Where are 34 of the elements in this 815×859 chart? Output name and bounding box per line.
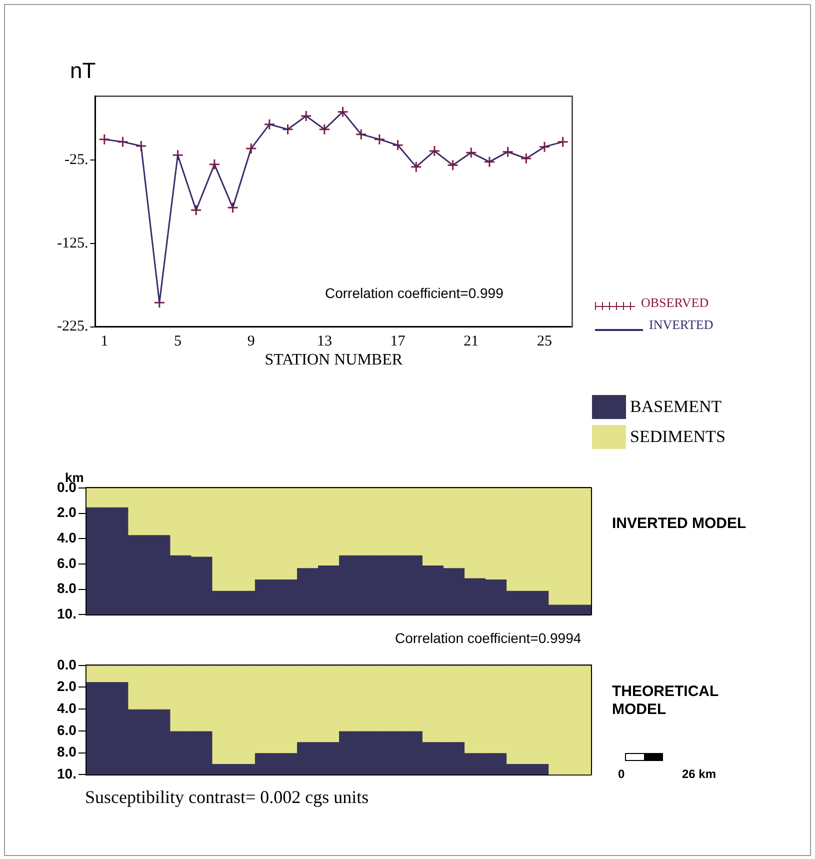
y-tick-label: 0.0 (56, 656, 77, 672)
y-tick-label: 10. (56, 765, 76, 782)
x-axis-title: STATION NUMBER (264, 352, 403, 369)
legend-label: INVERTED (649, 317, 714, 333)
y-tick-label: 10. (56, 605, 76, 622)
text: Correlation coefficient=0.9994 (395, 630, 582, 646)
y-tick-label: 4.0 (56, 530, 77, 546)
y-tick-label: -125. (56, 235, 88, 252)
text: 26 km (682, 767, 716, 781)
x-tick-label: 17 (390, 334, 406, 350)
y-tick-label: 4.0 (56, 700, 77, 716)
legend-label: OBSERVED (641, 295, 709, 311)
legend-label: BASEMENT (630, 397, 722, 417)
y-tick-label: 6.0 (56, 722, 77, 738)
x-tick-label: 1 (100, 334, 108, 350)
y-tick-label: 2.0 (56, 678, 77, 694)
y-tick-label: -25. (64, 152, 88, 168)
x-tick-label: 5 (174, 334, 182, 350)
y-tick-label: 6.0 (56, 554, 77, 571)
y-tick-label: 8.0 (56, 580, 77, 596)
x-tick-label: 21 (464, 334, 479, 350)
annotation: Correlation coefficient=0.999 (325, 285, 504, 301)
x-tick-label: 25 (536, 334, 552, 350)
text: Susceptibility contrast= 0.002 cgs units (85, 787, 369, 808)
y-tick-label: 2.0 (56, 504, 77, 520)
text: 0 (618, 767, 625, 781)
legend-label: SEDIMENTS (630, 427, 726, 447)
x-tick-label: 9 (247, 334, 255, 350)
text: THEORETICAL MODEL (612, 683, 720, 719)
y-axis-title: nT (70, 58, 96, 84)
y-tick-label: -225. (56, 318, 88, 335)
text: INVERTED MODEL (612, 515, 748, 533)
x-tick-label: 13 (316, 334, 332, 350)
y-tick-label: 8.0 (56, 744, 77, 760)
